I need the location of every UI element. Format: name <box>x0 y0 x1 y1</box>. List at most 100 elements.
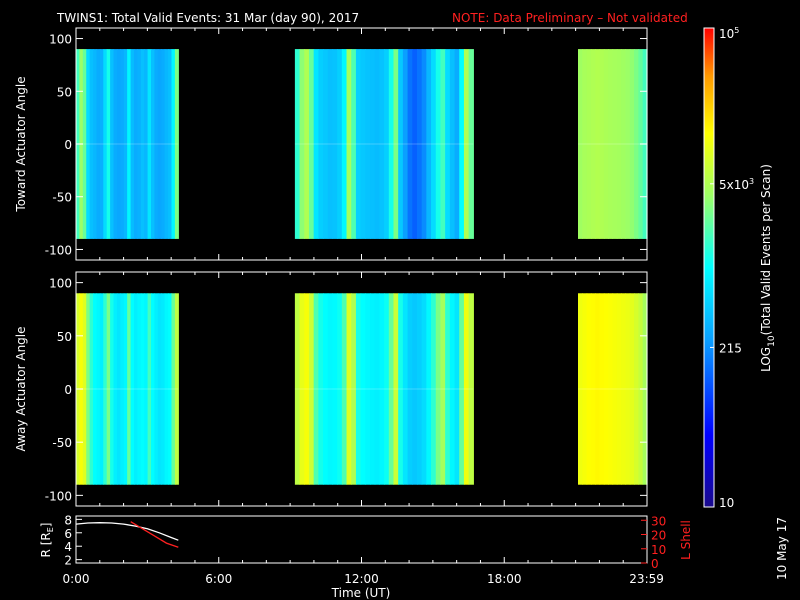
heatmap-column <box>137 49 142 239</box>
y-tick-label: 4 <box>64 540 72 554</box>
heatmap-column <box>616 293 622 485</box>
heatmap-column <box>421 49 427 239</box>
heatmap-column <box>304 293 310 485</box>
y-tick-label: 50 <box>57 85 72 99</box>
heatmap-column <box>341 49 348 239</box>
heatmap-column <box>603 49 609 239</box>
colorbar-tick-label: 215 <box>719 341 742 355</box>
heatmap-column <box>113 49 118 239</box>
heatmap-column <box>440 49 446 239</box>
heatmap-column <box>449 49 456 239</box>
heatmap-column <box>327 49 334 239</box>
heatmap-column <box>127 49 132 239</box>
heatmap-column <box>164 49 169 239</box>
heatmap-column <box>463 293 470 485</box>
heatmap-column <box>468 49 474 239</box>
heatmap-column <box>370 293 376 485</box>
heatmap-column <box>157 49 162 239</box>
heatmap-column <box>147 293 152 485</box>
heatmap-column <box>168 293 173 485</box>
heatmap-column <box>384 49 390 239</box>
x-axis-label: Time (UT) <box>331 586 391 600</box>
heatmap-column <box>318 49 324 239</box>
date-stamp: 10 May 17 <box>775 517 789 580</box>
y-tick-label: 6 <box>64 527 72 541</box>
heatmap-column <box>621 293 627 485</box>
heatmap-column <box>144 293 149 485</box>
heatmap-column <box>634 293 639 485</box>
colorbar-tick-label: 105 <box>719 26 739 41</box>
heatmap-column <box>625 49 631 239</box>
heatmap-column <box>82 293 87 485</box>
heatmap-column <box>327 293 334 485</box>
heatmap-column <box>388 49 395 239</box>
heatmap-column <box>586 293 592 485</box>
heatmap-column <box>99 293 104 485</box>
heatmap-column <box>365 293 371 485</box>
heatmap-column <box>435 293 442 485</box>
heatmap-column <box>89 49 94 239</box>
heatmap-column <box>629 293 635 485</box>
y-tick-label: 100 <box>49 33 72 47</box>
x-tick-label: 18:00 <box>487 572 522 586</box>
heatmap-column <box>360 49 366 239</box>
heatmap-column <box>174 49 179 239</box>
heatmap-column <box>323 49 329 239</box>
heatmap-column <box>402 49 409 239</box>
lshell-axis-label: L Shell <box>679 520 693 560</box>
data-segment <box>578 293 648 485</box>
heatmap-column <box>127 293 132 485</box>
heatmap-column <box>103 293 108 485</box>
y-tick-label: -100 <box>45 243 72 257</box>
x-tick-label: 0:00 <box>63 572 90 586</box>
y-tick-label: -100 <box>45 489 72 503</box>
heatmap-column <box>86 49 91 239</box>
heatmap-column <box>96 293 101 485</box>
heatmap-column <box>308 293 315 485</box>
heatmap-column <box>313 293 319 485</box>
heatmap-column <box>106 293 111 485</box>
heatmap-column <box>421 293 427 485</box>
y2-tick-label: 30 <box>651 514 666 528</box>
heatmap-column <box>351 293 357 485</box>
heatmap-column <box>384 293 390 485</box>
heatmap-column <box>110 49 115 239</box>
heatmap-column <box>412 293 418 485</box>
heatmap-column <box>407 49 413 239</box>
heatmap-column <box>351 49 357 239</box>
data-segment <box>578 49 648 239</box>
heatmap-column <box>154 49 159 239</box>
heatmap-column <box>140 293 145 485</box>
heatmap-column <box>151 293 156 485</box>
heatmap-column <box>355 293 362 485</box>
colorbar-tick-label: 10 <box>719 496 734 510</box>
heatmap-column <box>595 49 601 239</box>
heatmap-column <box>398 293 404 485</box>
toward-angle-panel: 100 50 0 -50 -100 Toward Actuator Angle <box>14 27 648 261</box>
heatmap-column <box>337 293 343 485</box>
heatmap-column <box>459 49 465 239</box>
heatmap-column <box>294 49 301 239</box>
heatmap-column <box>116 293 121 485</box>
heatmap-column <box>407 293 413 485</box>
radius-axis-label: R [RE] <box>39 523 55 558</box>
heatmap-column <box>416 49 423 239</box>
heatmap-column <box>164 293 169 485</box>
heatmap-column <box>616 49 622 239</box>
heatmap-column <box>634 49 639 239</box>
heatmap-column <box>294 293 301 485</box>
heatmap-column <box>621 49 627 239</box>
colorbar-tick-label: 5x103 <box>719 177 754 192</box>
heatmap-column <box>113 293 118 485</box>
heatmap-column <box>168 49 173 239</box>
heatmap-column <box>379 293 385 485</box>
heatmap-column <box>431 293 437 485</box>
heatmap-column <box>86 293 91 485</box>
y2-tick-label: 20 <box>651 529 666 543</box>
heatmap-column <box>130 49 135 239</box>
data-segment <box>76 49 179 239</box>
heatmap-column <box>582 293 588 485</box>
x-tick-label: 6:00 <box>205 572 232 586</box>
heatmap-column <box>120 49 125 239</box>
